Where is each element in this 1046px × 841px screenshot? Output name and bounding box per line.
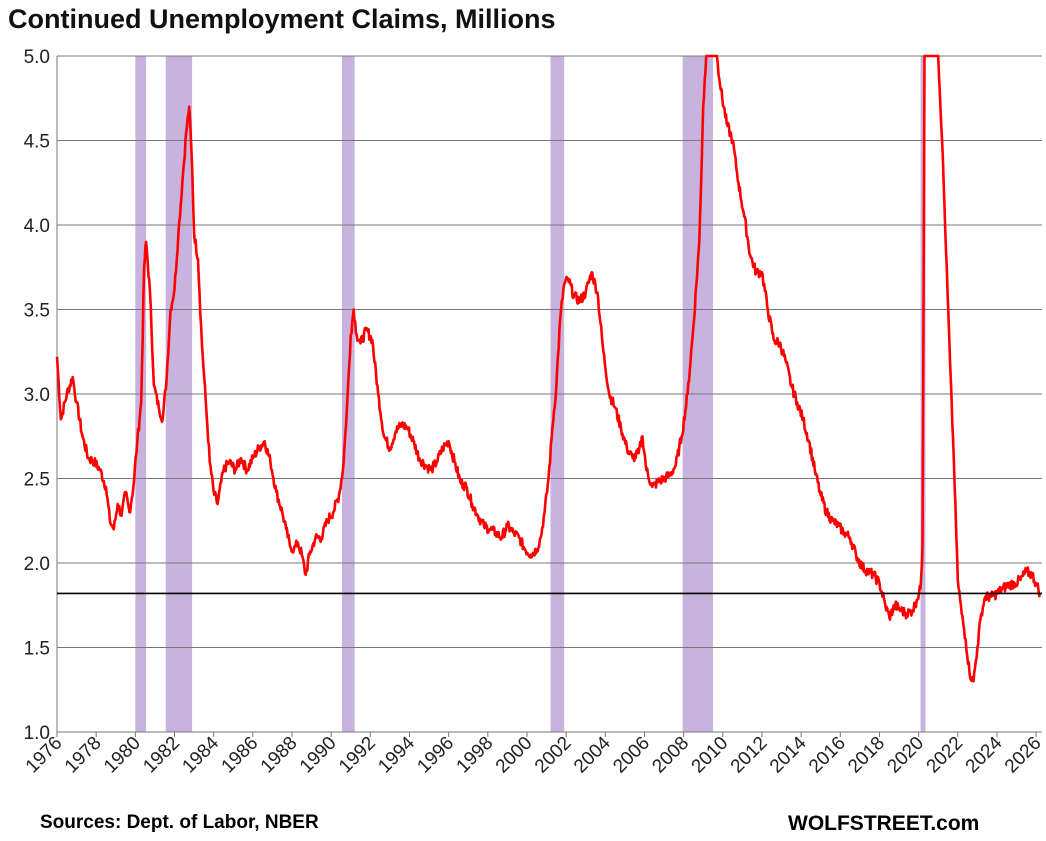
x-tick-label: 1996: [413, 733, 458, 778]
x-tick-label: 2026: [1001, 733, 1046, 778]
y-tick-label: 2.5: [24, 470, 50, 491]
footer-brand: WOLFSTREET.com: [788, 812, 980, 835]
x-tick-label: 1984: [178, 732, 223, 777]
y-tick-label: 2.0: [24, 554, 50, 575]
x-tick-label: 1992: [335, 733, 380, 778]
x-tick-label: 2020: [883, 733, 928, 778]
x-tick-label: 2012: [727, 733, 772, 778]
footer-source: Sources: Dept. of Labor, NBER: [40, 812, 319, 833]
series-line: [55, 54, 1042, 683]
x-tick-label: 2018: [844, 733, 889, 778]
x-tick-label: 1978: [61, 733, 106, 778]
x-tick-label: 2024: [962, 732, 1007, 777]
x-tick-label: 2016: [805, 733, 850, 778]
x-tick-label: 2002: [531, 733, 576, 778]
x-tick-label: 2010: [688, 733, 733, 778]
x-tick-label: 2000: [492, 733, 537, 778]
y-tick-label: 4.0: [24, 216, 50, 237]
x-tick-label: 2022: [923, 733, 968, 778]
x-tick-label: 1988: [257, 733, 302, 778]
y-tick-label: 1.0: [24, 723, 50, 744]
chart-title: Continued Unemployment Claims, Millions: [8, 4, 556, 34]
x-tick-label: 2008: [648, 733, 693, 778]
y-axis-ticks: 1.0 1.5 2.0 2.5 3.0 3.5 4.0 4.5 5.0: [24, 47, 50, 744]
x-tick-label: 2004: [570, 732, 615, 777]
y-tick-label: 4.5: [24, 132, 50, 153]
x-tick-label: 1982: [139, 733, 184, 778]
y-tick-label: 3.5: [24, 301, 50, 322]
x-axis-ticks: 1976197819801982198419861988199019921994…: [22, 732, 1046, 777]
x-tick-label: 1986: [218, 733, 263, 778]
y-tick-label: 5.0: [24, 47, 50, 68]
y-tick-label: 1.5: [24, 639, 50, 660]
series: [55, 54, 1042, 683]
x-tick-label: 2006: [609, 733, 654, 778]
x-tick-label: 2014: [766, 732, 811, 777]
x-tick-label: 1994: [374, 732, 419, 777]
x-tick-label: 1990: [296, 733, 341, 778]
x-tick-label: 1998: [453, 733, 498, 778]
x-tick-label: 1980: [100, 733, 145, 778]
y-tick-label: 3.0: [24, 385, 50, 406]
